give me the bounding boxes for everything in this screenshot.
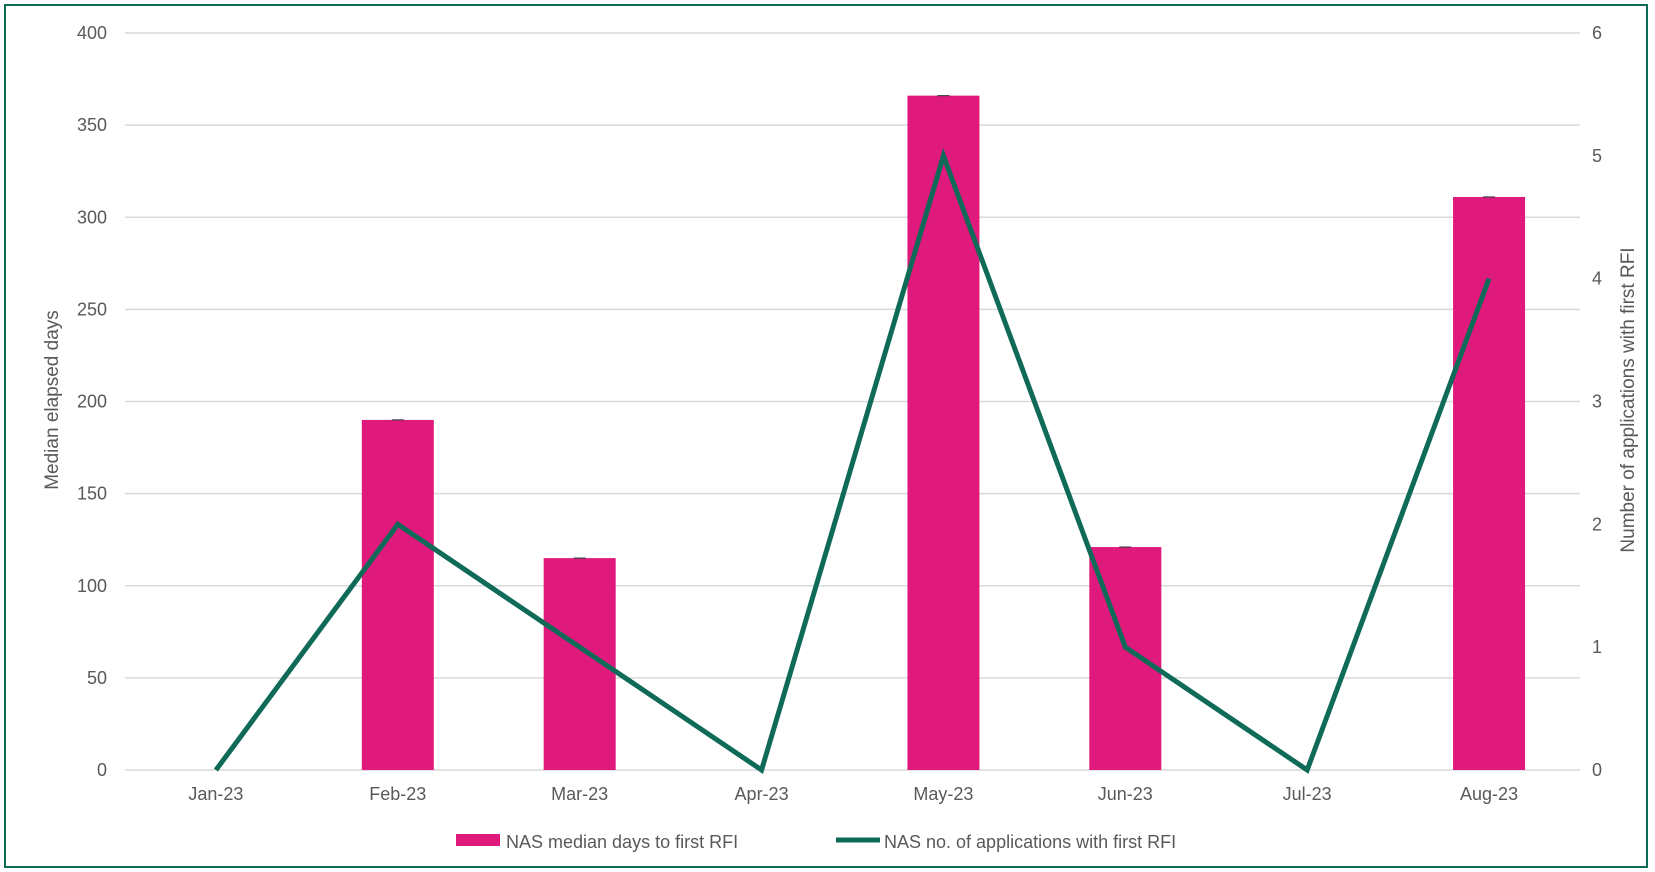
y-tick-label: 400 xyxy=(77,23,107,43)
legend-line-label: NAS no. of applications with first RFI xyxy=(884,832,1176,852)
y-tick-label: 300 xyxy=(77,207,107,227)
x-tick-label: Apr-23 xyxy=(735,784,789,804)
y2-tick-label: 5 xyxy=(1592,146,1602,166)
x-tick-label: Jul-23 xyxy=(1283,784,1332,804)
x-axis-ticks: Jan-23 Feb-23 Mar-23 Apr-23 May-23 Jun-23 Jul-… xyxy=(188,784,1518,804)
right-axis-ticks: 0 1 2 3 4 5 6 xyxy=(1592,23,1602,780)
x-tick-label: Aug-23 xyxy=(1460,784,1518,804)
x-tick-label: Mar-23 xyxy=(551,784,608,804)
y-tick-label: 200 xyxy=(77,392,107,412)
y2-tick-label: 6 xyxy=(1592,23,1602,43)
y2-tick-label: 4 xyxy=(1592,269,1602,289)
y2-tick-label: 1 xyxy=(1592,637,1602,657)
y-tick-label: 150 xyxy=(77,484,107,504)
x-tick-label: Jan-23 xyxy=(188,784,243,804)
x-tick-label: May-23 xyxy=(913,784,973,804)
y2-axis-title: Number of applications with first RFI xyxy=(1618,247,1639,552)
bar xyxy=(1453,196,1526,771)
y-tick-label: 100 xyxy=(77,576,107,596)
chart-frame xyxy=(4,4,1648,868)
y2-tick-label: 0 xyxy=(1592,760,1602,780)
bar xyxy=(907,95,980,770)
y2-tick-label: 2 xyxy=(1592,514,1602,534)
line-series xyxy=(213,147,1492,774)
y-tick-label: 250 xyxy=(77,299,107,319)
y-tick-label: 350 xyxy=(77,115,107,135)
bar xyxy=(361,419,434,770)
left-axis-ticks: 0 50 100 150 200 250 300 350 400 xyxy=(77,23,107,780)
x-tick-label: Feb-23 xyxy=(369,784,426,804)
y2-tick-label: 3 xyxy=(1592,392,1602,412)
bars xyxy=(361,95,1526,771)
y-tick-label: 50 xyxy=(87,668,107,688)
legend-bar-swatch xyxy=(456,834,500,846)
x-tick-label: Jun-23 xyxy=(1098,784,1153,804)
y-tick-label: 0 xyxy=(97,760,107,780)
y-axis-title: Median elapsed days xyxy=(42,310,63,490)
legend-bar-label: NAS median days to first RFI xyxy=(506,832,738,852)
line-path xyxy=(213,147,1492,774)
gridlines xyxy=(125,32,1580,771)
legend: NAS median days to first RFI NAS no. of … xyxy=(456,832,1176,852)
